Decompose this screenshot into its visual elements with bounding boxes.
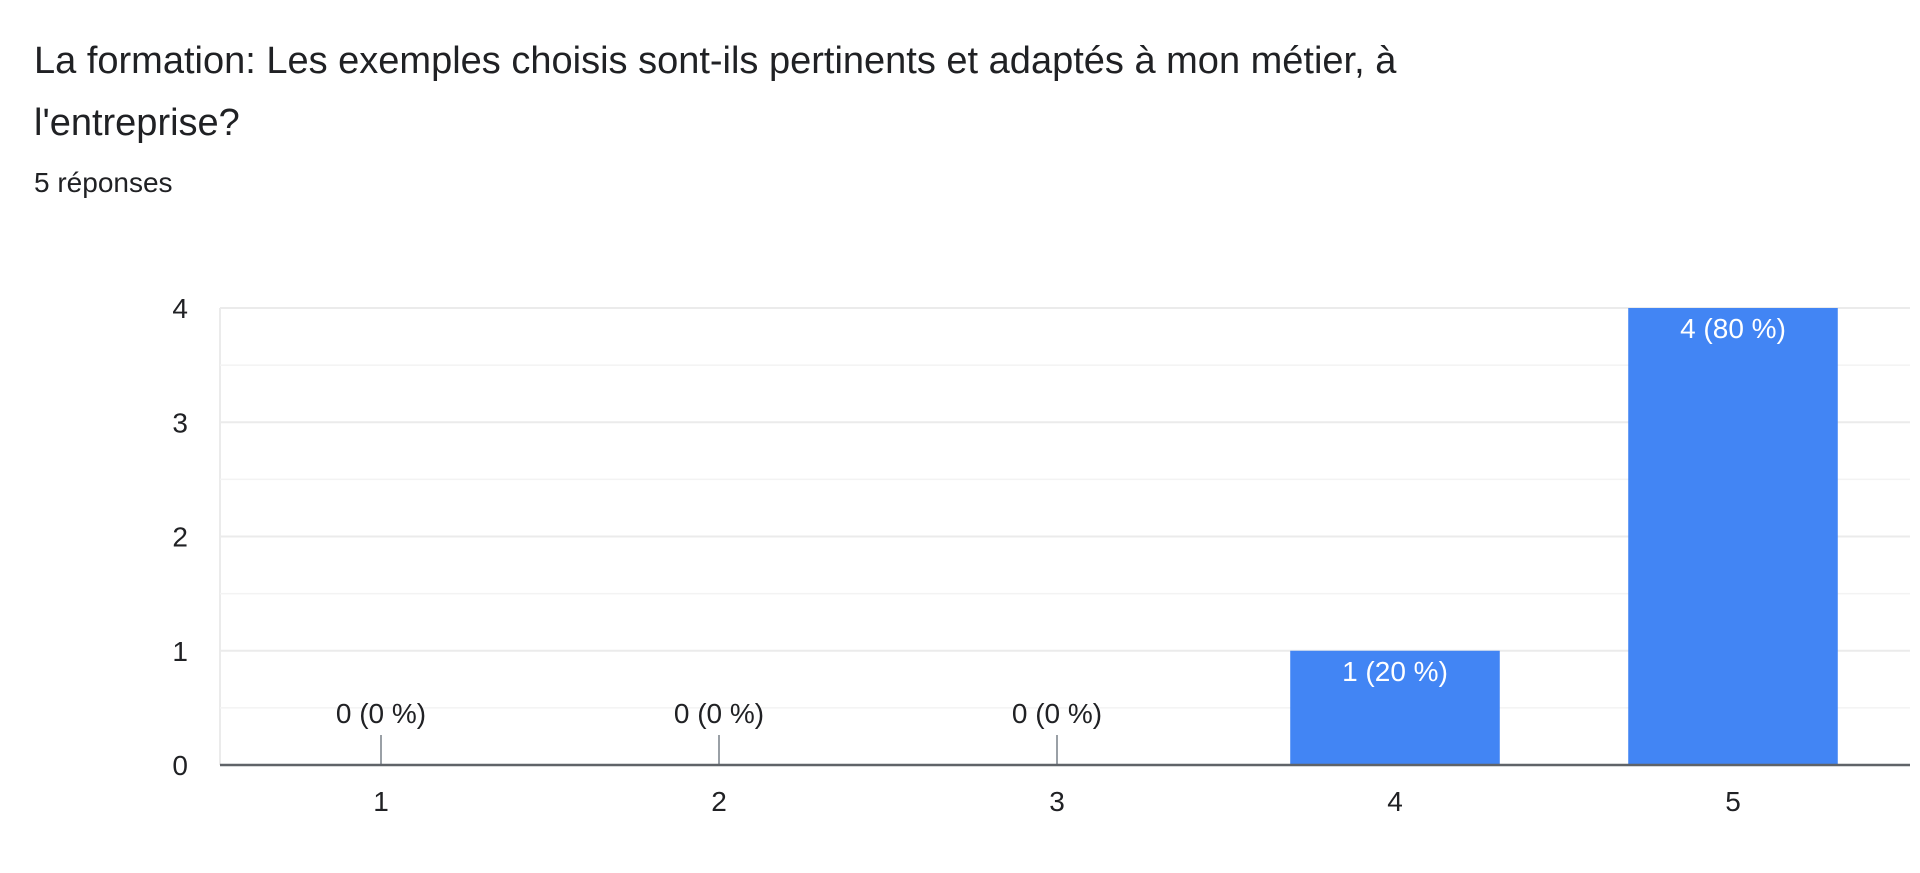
data-label: 4 (80 %) xyxy=(1680,313,1786,344)
x-tick-label: 1 xyxy=(373,786,389,817)
data-label: 0 (0 %) xyxy=(336,698,426,729)
y-tick-label: 1 xyxy=(172,636,188,667)
axes: 0 1 2 3 4 1 2 3 4 5 xyxy=(172,293,1910,817)
data-labels: 0 (0 %) 0 (0 %) 0 (0 %) 1 (20 %) 4 (80 %) xyxy=(336,313,1786,729)
bars xyxy=(380,308,1838,765)
y-tick-label: 4 xyxy=(172,293,188,324)
response-count: 5 réponses xyxy=(34,167,173,198)
data-label: 1 (20 %) xyxy=(1342,656,1448,687)
data-label: 0 (0 %) xyxy=(1012,698,1102,729)
question-title: La formation: Les exemples choisis sont-… xyxy=(34,40,1397,144)
y-tick-label: 2 xyxy=(172,522,188,553)
y-tick-label: 3 xyxy=(172,407,188,438)
x-tick-label: 2 xyxy=(711,786,727,817)
y-tick-label: 0 xyxy=(172,750,188,781)
bar xyxy=(1290,650,1500,765)
x-tick-label: 4 xyxy=(1387,786,1403,817)
question-header: La formation: Les exemples choisis sont-… xyxy=(34,30,1594,200)
x-tick-label: 5 xyxy=(1725,786,1741,817)
data-label: 0 (0 %) xyxy=(674,698,764,729)
bar xyxy=(1628,308,1838,765)
x-tick-label: 3 xyxy=(1049,786,1065,817)
